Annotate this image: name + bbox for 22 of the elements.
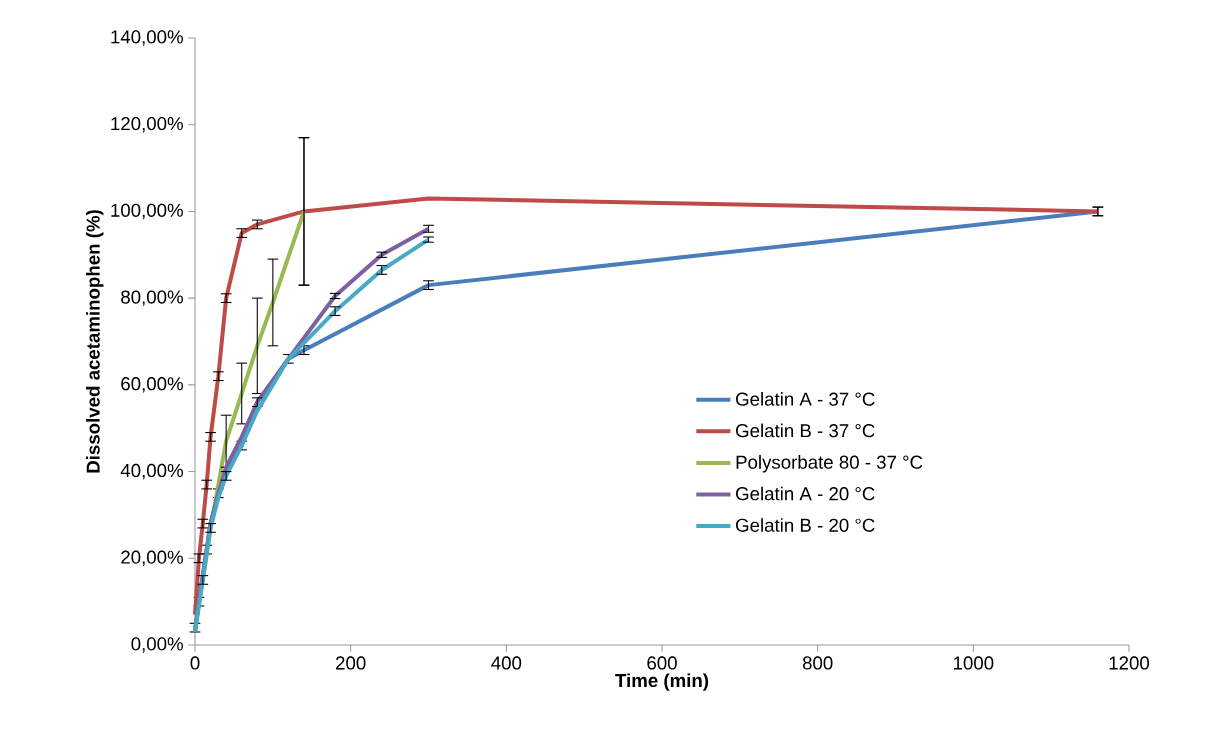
x-tick-label: 200 — [336, 656, 366, 670]
x-axis-title: Time (min) — [615, 673, 709, 691]
y-tick-label: 20,00% — [121, 550, 183, 566]
legend-label: Gelatin A - 37 °C — [736, 392, 875, 406]
x-tick-label: 800 — [802, 656, 833, 670]
legend-label: Gelatin B - 20 °C — [736, 518, 875, 532]
y-tick-label: 40,00% — [120, 463, 183, 480]
legend-label: Gelatin B - 37 °C — [736, 423, 875, 438]
x-tick-label: 1000 — [953, 656, 994, 670]
x-tick-label: 400 — [491, 656, 522, 670]
y-tick-label: 120,00% — [111, 116, 183, 133]
x-tick-label: 1200 — [1109, 656, 1150, 670]
y-tick-label: 100,00% — [111, 203, 183, 220]
y-axis-title: Dissolved acetaminophen (%) — [86, 210, 104, 473]
y-tick-label: 80,00% — [121, 290, 183, 306]
y-tick-label: 140,00% — [111, 30, 183, 46]
legend-label: Polysorbate 80 - 37 °C — [736, 455, 923, 473]
y-tick-label: 0,00% — [131, 637, 183, 653]
x-tick-label: 0 — [190, 656, 200, 670]
legend-label: Gelatin A - 20 °C — [736, 486, 875, 501]
x-tick-label: 600 — [647, 656, 677, 670]
y-tick-label: 60,00% — [121, 377, 183, 393]
